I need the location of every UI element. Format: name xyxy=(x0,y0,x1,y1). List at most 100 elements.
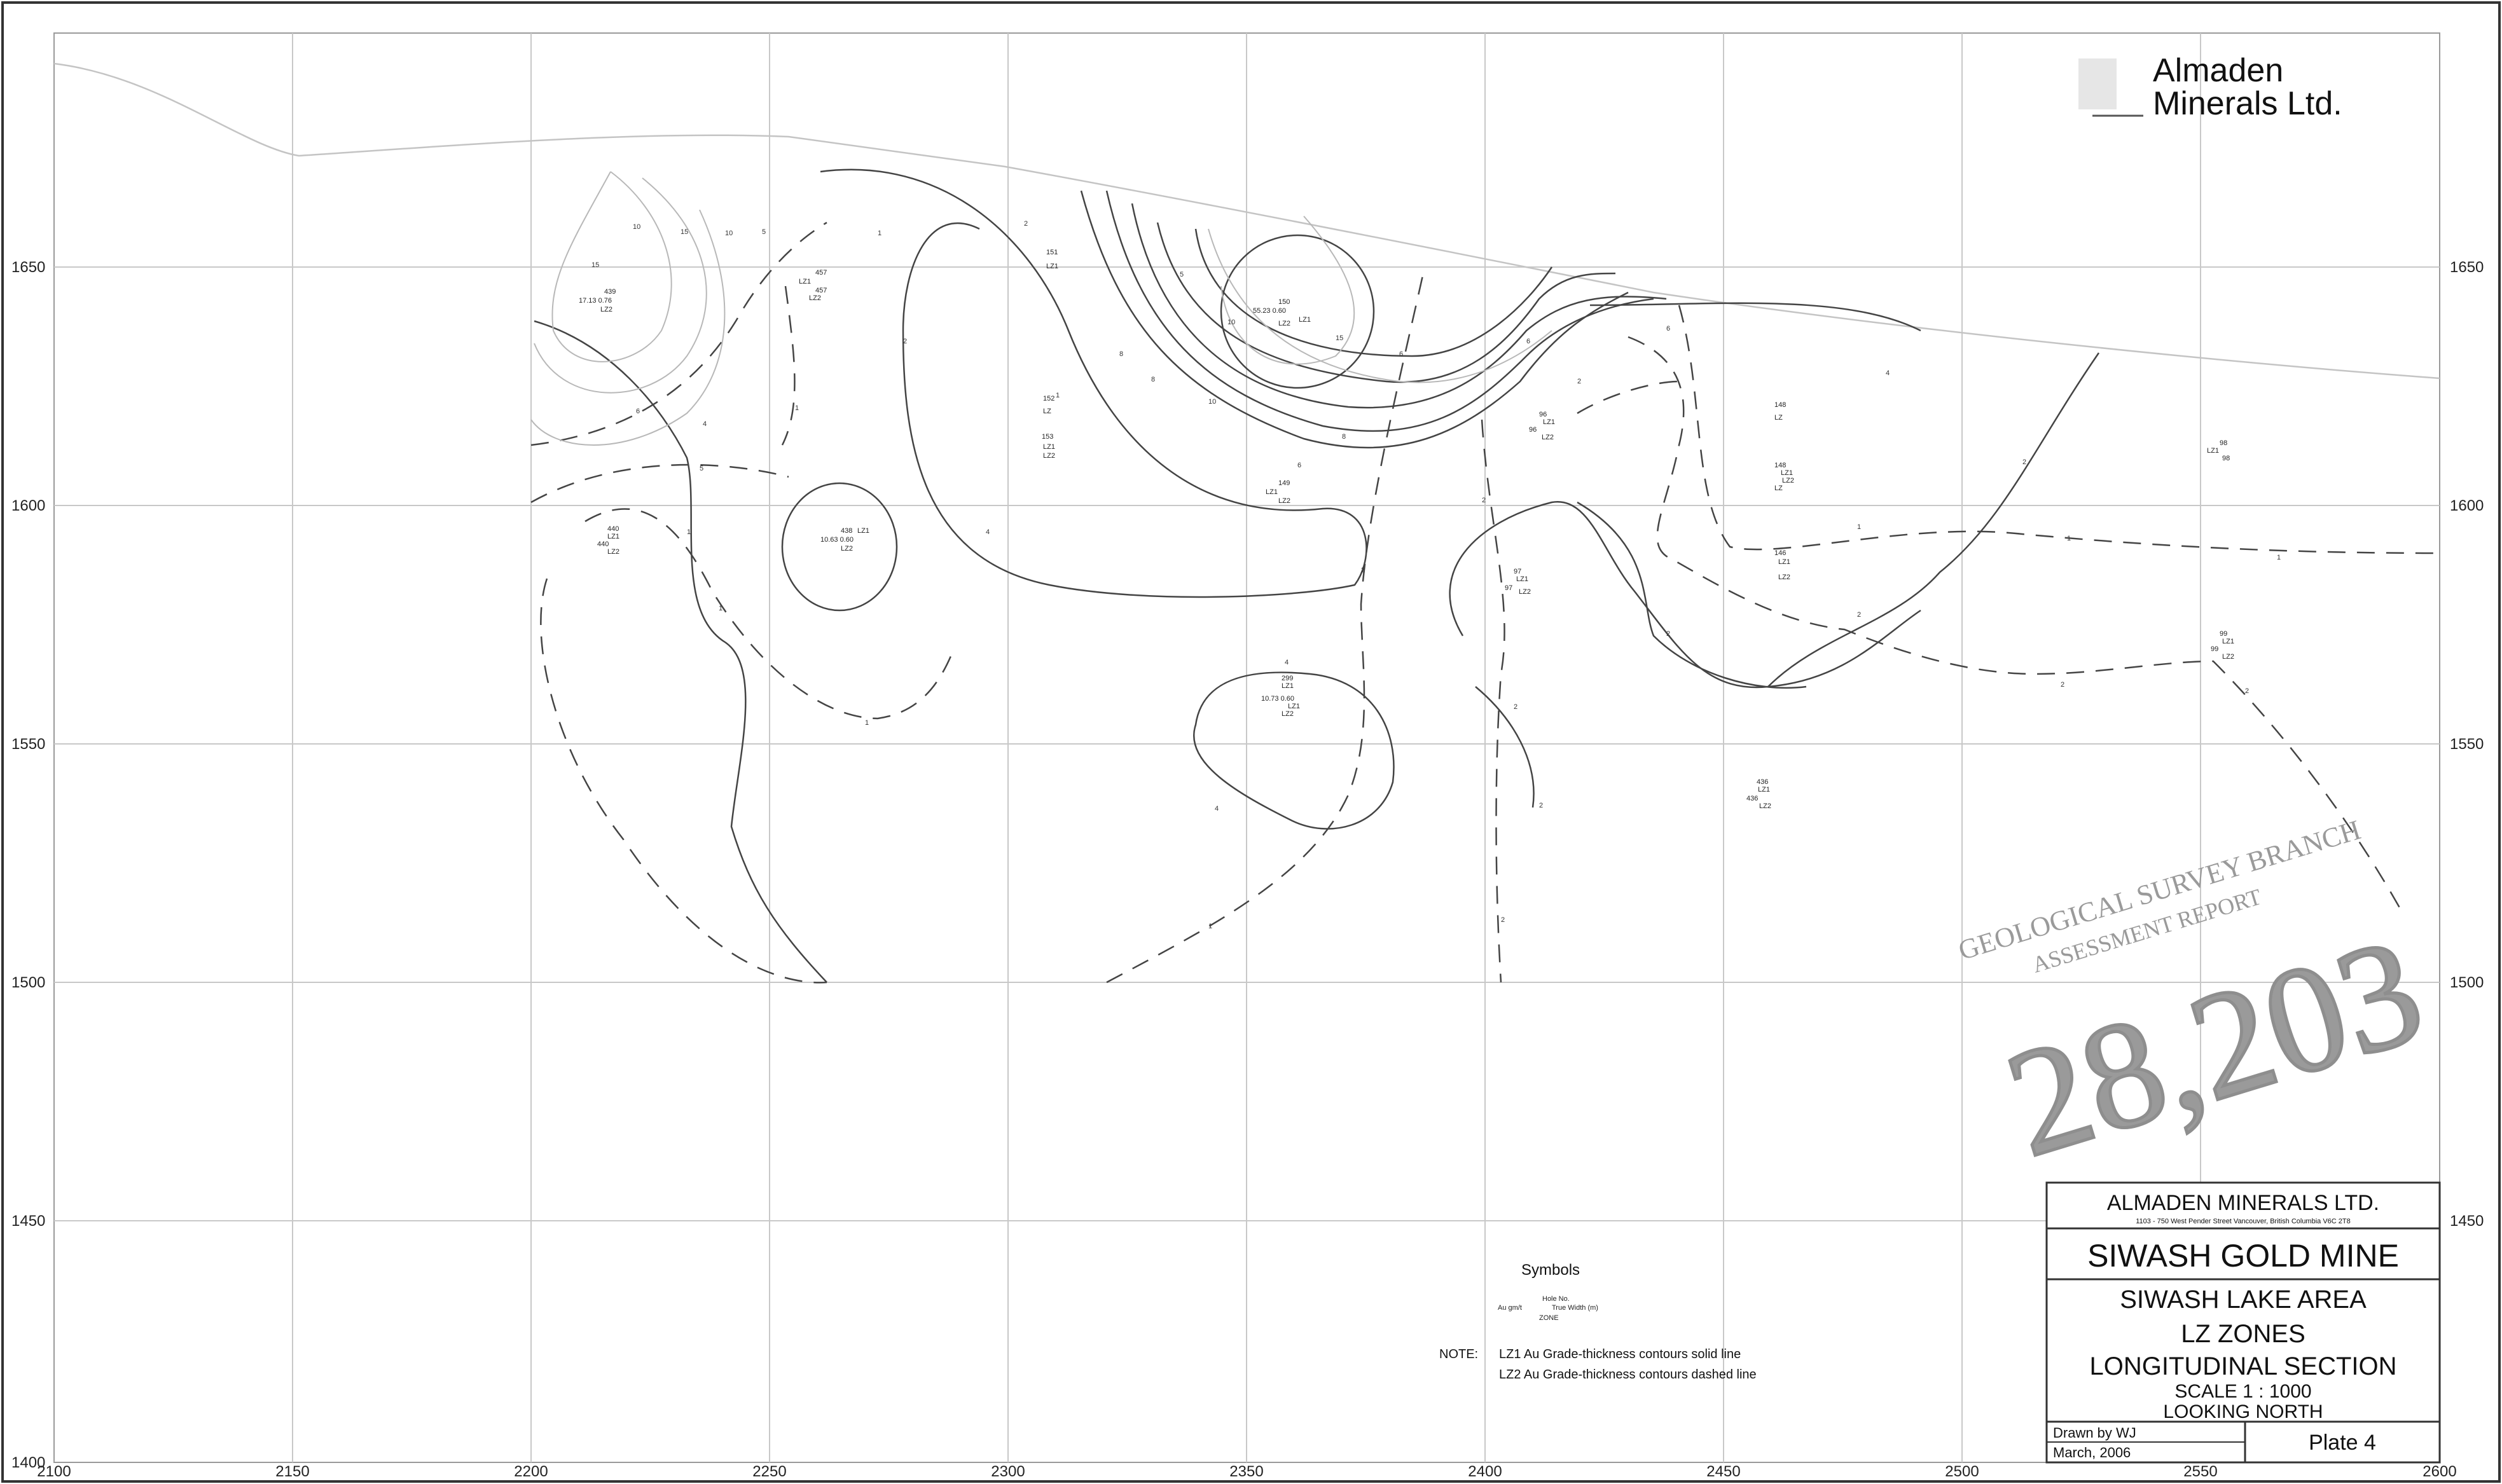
hole-label: 148 xyxy=(1774,401,1786,409)
hole-label: 457 xyxy=(815,287,827,294)
hole-label: LZ1 xyxy=(1299,316,1311,324)
hole-label: 436 xyxy=(1746,795,1758,802)
symbols-legend: Symbols Hole No. Au gm/t True Width (m) … xyxy=(1439,1261,1757,1382)
y-axis-labels-right: 1650 1600 1550 1500 1450 xyxy=(2450,259,2484,1230)
svg-text:2: 2 xyxy=(1482,497,1486,504)
svg-text:10: 10 xyxy=(633,223,640,231)
drill-hole: 99 LZ1 99 LZ2 xyxy=(2211,630,2234,661)
scale-text: SCALE 1 : 1000 xyxy=(2174,1381,2311,1402)
y-tick-label: 1600 xyxy=(11,497,45,514)
x-tick-label: 2600 xyxy=(2423,1463,2456,1480)
company-logo: Almaden Minerals Ltd. xyxy=(2078,52,2342,122)
company-name: ALMADEN MINERALS LTD. xyxy=(2107,1191,2379,1215)
hole-label: LZ1 xyxy=(2207,447,2219,455)
hole-label: LZ2 xyxy=(1043,452,1055,460)
x-tick-label: 2300 xyxy=(991,1463,1025,1480)
hole-label: LZ1 xyxy=(1781,469,1793,477)
y-tick-label: 1450 xyxy=(11,1213,45,1230)
svg-text:2: 2 xyxy=(2022,458,2026,466)
legend-au: Au gm/t xyxy=(1498,1304,1522,1312)
hole-label: 436 xyxy=(1757,778,1768,786)
hole-label: LZ2 xyxy=(1278,320,1290,327)
legend-true-width: True Width (m) xyxy=(1552,1304,1598,1312)
hole-label: LZ1 xyxy=(1288,703,1300,710)
logo-line1: Almaden xyxy=(2153,52,2283,89)
svg-text:10: 10 xyxy=(725,230,733,237)
y-tick-label: 1550 xyxy=(11,736,45,753)
x-tick-label: 2500 xyxy=(1945,1463,1979,1480)
drill-hole: 151 LZ1 xyxy=(1046,249,1058,270)
svg-text:2: 2 xyxy=(1666,630,1670,638)
svg-text:15: 15 xyxy=(1336,334,1343,342)
logo-line2: Minerals Ltd. xyxy=(2153,85,2342,122)
y-tick-label: 1550 xyxy=(2450,736,2484,753)
svg-text:6: 6 xyxy=(636,408,640,415)
svg-text:2: 2 xyxy=(1577,378,1581,385)
legend-zone: ZONE xyxy=(1539,1314,1559,1322)
drill-hole: 148 LZ1 LZ2 LZ xyxy=(1774,462,1794,492)
svg-text:1: 1 xyxy=(865,719,869,727)
hole-label: 55.23 0.60 xyxy=(1253,307,1286,315)
hole-label: LZ2 xyxy=(1778,574,1790,581)
plate-number: Plate 4 xyxy=(2309,1431,2376,1455)
hole-label: LZ1 xyxy=(2222,638,2234,645)
drawing-date: March, 2006 xyxy=(2053,1445,2131,1460)
x-tick-label: 2150 xyxy=(275,1463,309,1480)
hole-label: 17.13 0.76 xyxy=(579,297,612,305)
lz1-contours xyxy=(534,168,2100,983)
drill-hole: 153 LZ1 LZ2 xyxy=(1042,433,1055,460)
svg-text:2: 2 xyxy=(1539,802,1543,809)
assessment-stamp: GEOLOGICAL SURVEY BRANCH ASSESSMENT REPO… xyxy=(1955,814,2442,1190)
svg-text:8: 8 xyxy=(1342,433,1346,441)
svg-text:1: 1 xyxy=(878,230,881,237)
svg-text:1: 1 xyxy=(1208,923,1212,930)
lz2-contours xyxy=(530,221,2440,984)
x-tick-label: 2400 xyxy=(1468,1463,1502,1480)
legend-hole-no: Hole No. xyxy=(1542,1295,1570,1303)
hole-label: LZ1 xyxy=(1043,443,1055,451)
hole-label: 440 xyxy=(607,525,619,533)
hole-label: 149 xyxy=(1278,479,1290,487)
hole-label: 150 xyxy=(1278,298,1290,306)
drill-hole: 149 LZ1 LZ2 xyxy=(1266,479,1290,505)
y-tick-label: 1650 xyxy=(11,259,45,276)
hole-label: LZ1 xyxy=(799,278,811,285)
hole-label: 97 xyxy=(1505,584,1512,592)
y-tick-label: 1500 xyxy=(11,974,45,991)
symbols-title: Symbols xyxy=(1521,1261,1580,1279)
view-text: LOOKING NORTH xyxy=(2163,1401,2323,1422)
svg-text:1: 1 xyxy=(2067,535,2071,542)
svg-text:2: 2 xyxy=(1361,567,1365,574)
svg-text:5: 5 xyxy=(700,465,703,472)
svg-text:2: 2 xyxy=(2061,681,2064,689)
y-tick-label: 1650 xyxy=(2450,259,2484,276)
svg-text:4: 4 xyxy=(1886,369,1890,377)
hole-label: 96 xyxy=(1539,411,1547,418)
drill-holes: 439 17.13 0.76 LZ2 457 LZ1 457 LZ2 151 L… xyxy=(579,249,2234,810)
logo-mark-icon xyxy=(2078,58,2117,109)
svg-text:1: 1 xyxy=(795,404,799,412)
svg-text:6: 6 xyxy=(1399,350,1403,358)
drill-hole: 97 LZ1 97 LZ2 xyxy=(1505,568,1531,596)
svg-text:2: 2 xyxy=(2245,687,2249,695)
hole-label: LZ1 xyxy=(1046,263,1058,270)
hole-label: LZ1 xyxy=(857,527,869,535)
y-tick-label: 1450 xyxy=(2450,1213,2484,1230)
svg-text:2: 2 xyxy=(1501,916,1505,924)
drill-hole: 440 LZ1 440 LZ2 xyxy=(597,525,619,556)
hole-label: LZ1 xyxy=(1778,558,1790,566)
note-line-1: LZ1 Au Grade-thickness contours solid li… xyxy=(1499,1347,1741,1361)
hole-label: 10.63 0.60 xyxy=(820,536,854,544)
svg-text:1: 1 xyxy=(1857,523,1861,531)
x-tick-label: 2550 xyxy=(2183,1463,2217,1480)
svg-text:4: 4 xyxy=(703,420,707,428)
hole-label: 151 xyxy=(1046,249,1058,256)
svg-text:8: 8 xyxy=(1119,350,1123,358)
hole-label: 146 xyxy=(1774,549,1786,557)
hole-label: LZ1 xyxy=(607,533,619,540)
hole-label: LZ2 xyxy=(607,548,619,556)
drill-hole: 98 LZ1 98 xyxy=(2207,439,2230,462)
drill-hole: 146 LZ1 LZ2 xyxy=(1774,549,1790,581)
hole-label: 99 xyxy=(2220,630,2227,638)
svg-text:2: 2 xyxy=(1857,611,1861,619)
